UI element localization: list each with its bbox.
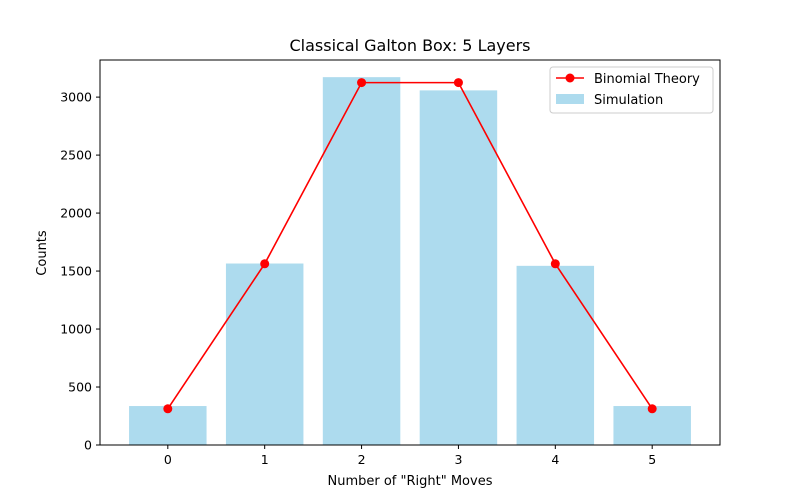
legend-marker-binomial-theory <box>565 73 575 83</box>
legend-swatch-simulation <box>556 94 584 104</box>
y-tick-label-2500: 2500 <box>60 148 92 163</box>
x-tick-label-1: 1 <box>261 452 269 467</box>
y-tick-label-2000: 2000 <box>60 206 92 221</box>
theory-line-group <box>163 78 657 414</box>
x-axis-label: Number of "Right" Moves <box>328 474 493 489</box>
y-tick-label-1000: 1000 <box>60 322 92 337</box>
y-tick-label-500: 500 <box>68 380 92 395</box>
x-tick-label-5: 5 <box>648 452 656 467</box>
plot-frame <box>99 59 721 446</box>
legend-box <box>549 66 714 114</box>
x-tick-label-0: 0 <box>164 452 172 467</box>
binomial-theory-point-3 <box>453 78 463 88</box>
binomial-theory-point-1 <box>260 259 270 269</box>
binomial-theory-point-0 <box>163 404 173 414</box>
y-tick-label-1500: 1500 <box>60 264 92 279</box>
binomial-theory-point-5 <box>647 404 657 414</box>
y-tick-label-3000: 3000 <box>60 90 92 105</box>
binomial-theory-point-4 <box>550 259 560 269</box>
simulation-bar-3 <box>419 90 498 445</box>
x-tick-label-3: 3 <box>454 452 462 467</box>
simulation-bar-1 <box>225 263 304 445</box>
chart-title: Classical Galton Box: 5 Layers <box>289 36 530 55</box>
axes-group <box>99 59 721 446</box>
legend-label-simulation: Simulation <box>594 93 663 108</box>
simulation-bar-2 <box>322 77 401 445</box>
simulation-bar-4 <box>516 265 595 445</box>
binomial-theory-point-2 <box>357 78 367 88</box>
legend-label-binomial-theory: Binomial Theory <box>594 72 700 87</box>
tick-group: 0 1 2 3 4 5 0 500 1000 1500 2000 2500 3000 <box>60 90 656 467</box>
x-tick-label-4: 4 <box>551 452 559 467</box>
y-axis-label: Counts <box>35 230 50 276</box>
legend: Binomial Theory Simulation <box>549 66 714 114</box>
binomial-theory-line <box>167 81 653 410</box>
x-tick-label-2: 2 <box>358 452 366 467</box>
bar-group <box>129 77 691 445</box>
y-tick-label-0: 0 <box>84 438 92 453</box>
